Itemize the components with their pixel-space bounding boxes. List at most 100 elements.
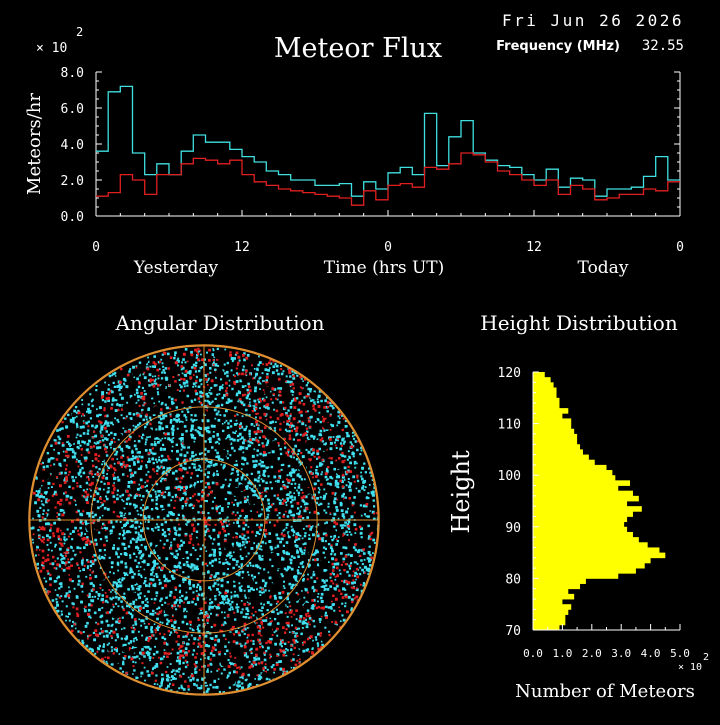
sky-gap [238, 592, 245, 599]
sky-gap [125, 419, 133, 427]
sky-gap [303, 602, 311, 610]
sky-grid [28, 344, 380, 696]
height-bar [533, 464, 607, 471]
sky-gap [195, 483, 203, 491]
sky-gap [178, 422, 184, 428]
height-bar [533, 495, 639, 502]
sky-gap [46, 514, 56, 523]
sky-gap [121, 645, 129, 653]
flux-x-tick-label: 0 [384, 240, 392, 255]
sky-gap [227, 536, 233, 541]
sky-gap [321, 634, 330, 643]
height-bar [533, 449, 583, 455]
flux-x-tick-label: 12 [526, 240, 542, 255]
sky-gap [278, 625, 282, 629]
height-bar [533, 562, 645, 569]
sky-gap [211, 656, 218, 663]
height-bar [533, 454, 589, 461]
flux-series-line-0 [96, 85, 680, 197]
day-label-yesterday: Yesterday [133, 258, 219, 278]
sky-gap [248, 497, 256, 505]
sky-gap [318, 559, 328, 569]
height-bar [533, 480, 631, 486]
sky-gap [323, 422, 331, 430]
sky-gap [108, 476, 114, 481]
sky-gap [98, 502, 102, 506]
sky-gap [108, 648, 112, 652]
height-bar [533, 433, 578, 440]
sky-gap [161, 509, 168, 517]
sky-gap [91, 409, 97, 415]
sky-gap [150, 407, 158, 415]
height-bar [533, 537, 639, 543]
sky-gap [264, 386, 271, 393]
sky-gap [343, 498, 348, 504]
sky-gap [314, 404, 318, 408]
height-x-tick-label: 1.0 [552, 647, 572, 660]
height-x-axis-label: Number of Meteors [515, 681, 695, 702]
sky-gap [308, 494, 312, 498]
sky-gap [308, 641, 313, 646]
sky-gap [220, 659, 228, 667]
sky-gap [238, 484, 246, 492]
sky-gap [141, 640, 146, 645]
sky-gap [129, 380, 137, 388]
sky-gap [141, 357, 149, 365]
sky-gap [264, 445, 272, 453]
sky-gap [175, 663, 179, 668]
height-y-tick-label: 90 [505, 521, 521, 536]
height-bar [533, 526, 628, 533]
sky-gap [247, 598, 252, 603]
sky-points [30, 347, 378, 694]
sky-gap [133, 476, 138, 480]
height-bar [533, 392, 557, 399]
sky-gap [261, 381, 266, 387]
sky-gap [125, 576, 130, 582]
sky-gap [68, 436, 76, 444]
flux-y-axis-label: Meteors/hr [24, 93, 45, 195]
sky-gap [231, 487, 240, 496]
sky-gap [173, 580, 180, 587]
height-bar [533, 547, 660, 553]
height-bar [533, 552, 666, 559]
sky-gap [84, 547, 94, 556]
height-bar [533, 573, 619, 579]
height-bar [533, 439, 578, 445]
sky-gap [215, 369, 225, 379]
sky-gap [269, 441, 279, 450]
height-chart-title: Height Distribution [480, 311, 678, 335]
sky-gap [176, 409, 181, 414]
sky-gap [65, 516, 72, 522]
sky-gap [261, 671, 268, 678]
height-y-tick-label: 80 [505, 572, 521, 587]
sky-gap [38, 542, 43, 548]
sky-gap [269, 552, 278, 560]
height-bar [533, 521, 625, 528]
sky-gap [271, 574, 280, 583]
height-bar [533, 614, 566, 621]
sky-gap [310, 499, 315, 505]
height-bar [533, 485, 619, 492]
sky-gap [211, 518, 218, 525]
sky-gap [276, 561, 284, 569]
sky-gap [170, 633, 178, 641]
sky-gap [129, 487, 137, 496]
height-bar [533, 531, 633, 538]
height-y-tick-label: 120 [498, 366, 521, 381]
flux-y-tick-label: 0.0 [61, 210, 84, 225]
sky-gap [100, 457, 105, 462]
sky-gap [84, 462, 88, 466]
sky-gap [113, 656, 121, 664]
sky-gap [197, 532, 205, 540]
sky-gap [319, 505, 325, 511]
sky-gap [247, 620, 255, 629]
sky-gap [130, 420, 135, 425]
date-label: Fri Jun 26 2026 [502, 11, 684, 30]
sky-gap [75, 553, 83, 561]
sky-gap [33, 481, 42, 490]
sky-gap [343, 535, 348, 540]
sky-gap [92, 578, 99, 585]
flux-x-axis-label: Time (hrs UT) [324, 258, 445, 278]
sky-gap [199, 673, 203, 677]
sky-gap [75, 428, 81, 433]
